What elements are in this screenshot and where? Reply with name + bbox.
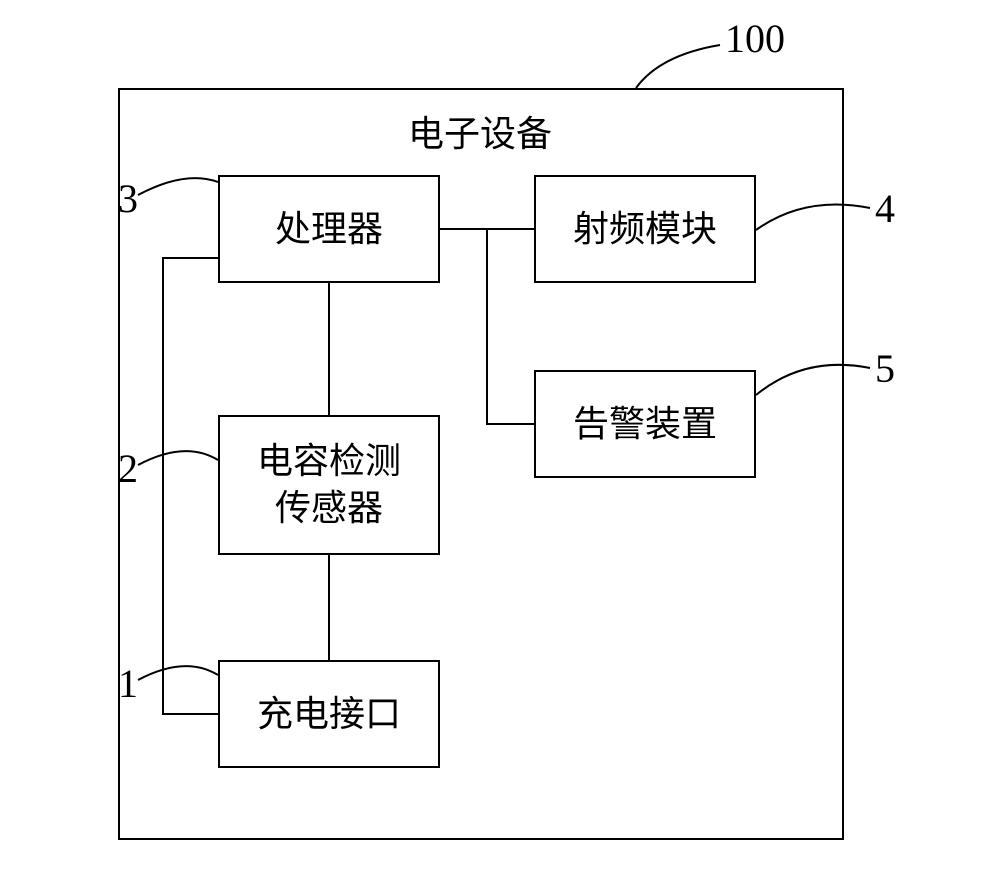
- rf-module-label: 射频模块: [573, 206, 717, 253]
- charge-port-box: 充电接口: [218, 660, 440, 768]
- ref-label-4: 4: [875, 185, 895, 232]
- ref-label-5: 5: [875, 345, 895, 392]
- ref-label-100: 100: [725, 15, 785, 62]
- cap-sensor-box: 电容检测 传感器: [218, 415, 440, 555]
- ref-label-1: 1: [118, 660, 138, 707]
- processor-label: 处理器: [275, 206, 383, 253]
- processor-box: 处理器: [218, 175, 440, 283]
- ref-label-2: 2: [118, 445, 138, 492]
- rf-module-box: 射频模块: [534, 175, 756, 283]
- alarm-box: 告警装置: [534, 370, 756, 478]
- diagram-canvas: 电子设备 处理器 射频模块 告警装置 电容检测 传感器 充电接口 100 3 4…: [0, 0, 1000, 891]
- cap-sensor-label: 电容检测 传感器: [257, 438, 401, 532]
- charge-port-label: 充电接口: [257, 691, 401, 738]
- ref-label-3: 3: [118, 175, 138, 222]
- outer-box-title: 电子设备: [355, 105, 605, 157]
- alarm-label: 告警装置: [573, 401, 717, 448]
